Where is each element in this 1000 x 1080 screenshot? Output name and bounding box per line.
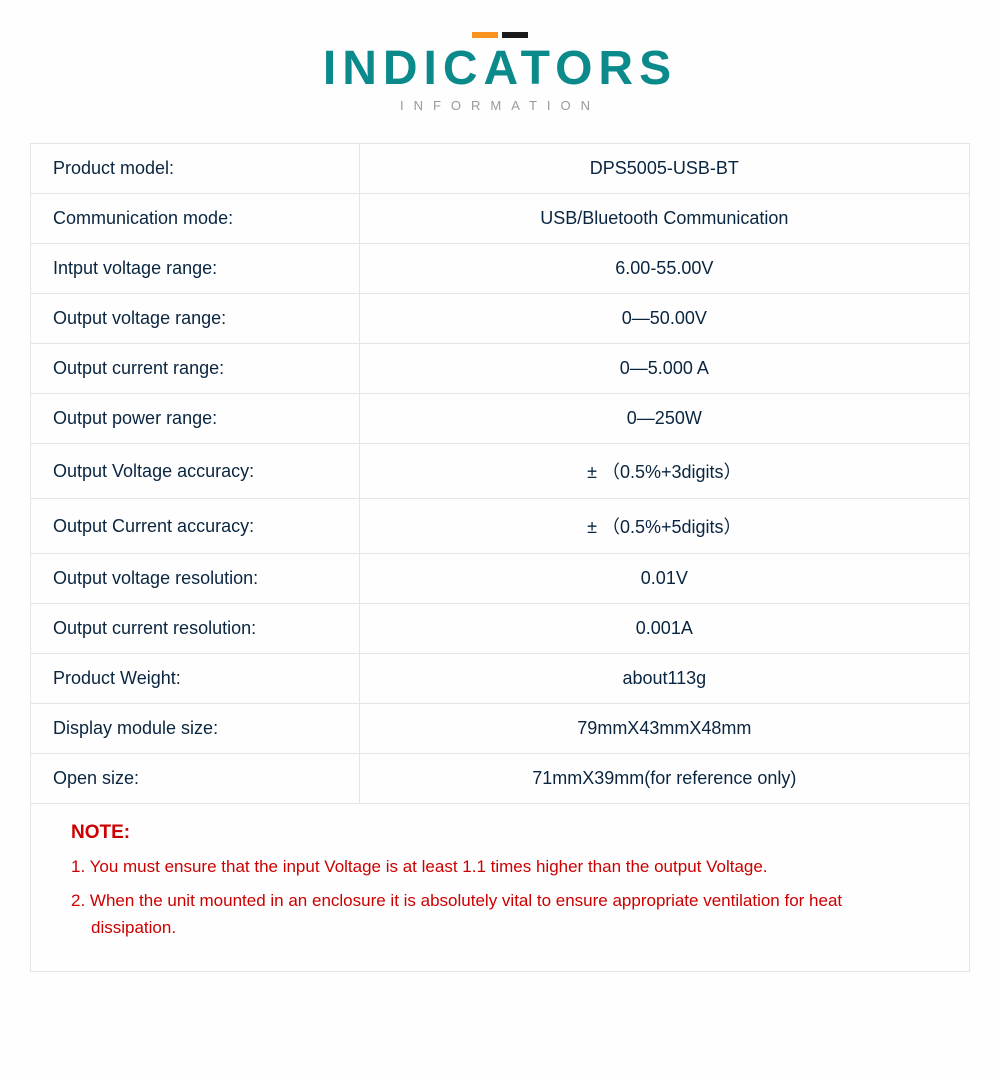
spec-label: Product model: [31, 144, 360, 194]
table-row: Intput voltage range:6.00-55.00V [31, 244, 970, 294]
page-title: INDICATORS [30, 41, 970, 96]
table-row: Open size:71mmX39mm(for reference only) [31, 754, 970, 804]
table-row: Product model:DPS5005-USB-BT [31, 144, 970, 194]
note-item: 1. You must ensure that the input Voltag… [71, 854, 929, 880]
table-row: Output power range:0—250W [31, 394, 970, 444]
accent-bar-black [502, 32, 528, 38]
spec-label: Output Voltage accuracy: [31, 444, 360, 499]
table-row: Communication mode:USB/Bluetooth Communi… [31, 194, 970, 244]
spec-value: 79mmX43mmX48mm [359, 704, 969, 754]
spec-value: about113g [359, 654, 969, 704]
page-subtitle: INFORMATION [30, 98, 970, 113]
note-cell: NOTE: 1. You must ensure that the input V… [31, 804, 970, 972]
table-row: Output voltage resolution:0.01V [31, 554, 970, 604]
spec-value: 6.00-55.00V [359, 244, 969, 294]
spec-label: Display module size: [31, 704, 360, 754]
spec-label: Product Weight: [31, 654, 360, 704]
spec-value: 0—250W [359, 394, 969, 444]
spec-value: 0.001A [359, 604, 969, 654]
accent-bars [472, 32, 528, 38]
spec-value: 0—50.00V [359, 294, 969, 344]
spec-label: Output voltage range: [31, 294, 360, 344]
note-row: NOTE: 1. You must ensure that the input V… [31, 804, 970, 972]
spec-table: Product model:DPS5005-USB-BTCommunicatio… [30, 143, 970, 972]
accent-bar-orange [472, 32, 498, 38]
spec-value: ± （0.5%+3digits） [359, 444, 969, 499]
spec-label: Output current range: [31, 344, 360, 394]
table-row: Output voltage range:0—50.00V [31, 294, 970, 344]
spec-value: 0.01V [359, 554, 969, 604]
spec-label: Output power range: [31, 394, 360, 444]
spec-value: DPS5005-USB-BT [359, 144, 969, 194]
spec-value: 71mmX39mm(for reference only) [359, 754, 969, 804]
table-row: Output current resolution:0.001A [31, 604, 970, 654]
table-row: Display module size:79mmX43mmX48mm [31, 704, 970, 754]
spec-value: USB/Bluetooth Communication [359, 194, 969, 244]
spec-label: Intput voltage range: [31, 244, 360, 294]
spec-label: Output Current accuracy: [31, 499, 360, 554]
table-row: Product Weight:about113g [31, 654, 970, 704]
spec-label: Output current resolution: [31, 604, 360, 654]
spec-value: ± （0.5%+5digits） [359, 499, 969, 554]
spec-label: Open size: [31, 754, 360, 804]
table-row: Output Current accuracy:± （0.5%+5digits） [31, 499, 970, 554]
spec-value: 0—5.000 A [359, 344, 969, 394]
spec-label: Communication mode: [31, 194, 360, 244]
header-block: INDICATORS INFORMATION [30, 25, 970, 113]
spec-label: Output voltage resolution: [31, 554, 360, 604]
table-row: Output current range:0—5.000 A [31, 344, 970, 394]
note-title: NOTE: [71, 822, 929, 844]
table-row: Output Voltage accuracy:± （0.5%+3digits） [31, 444, 970, 499]
note-item: 2. When the unit mounted in an enclosure… [71, 888, 929, 941]
